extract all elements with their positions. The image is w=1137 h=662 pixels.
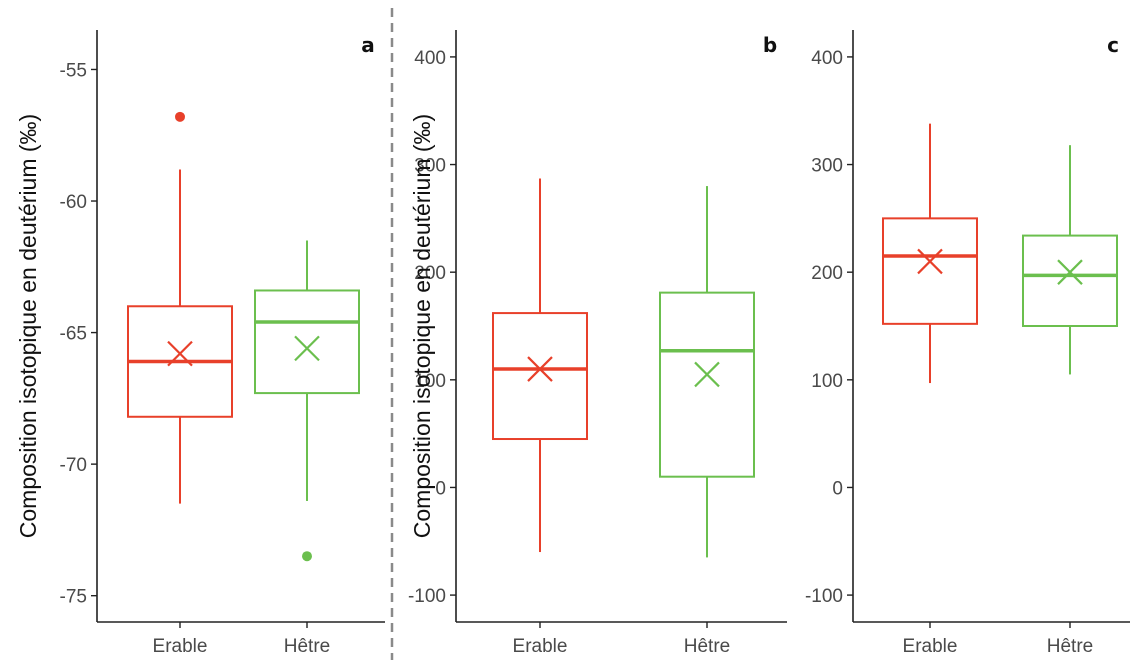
panel-letter: c	[1107, 33, 1119, 57]
box-hetre	[254, 240, 360, 562]
box-iqr	[492, 312, 588, 441]
box-hetre	[659, 186, 755, 558]
panel-c: -100 0 100 200 300 400 Erable Hêtre c	[805, 30, 1130, 657]
outlier-point	[302, 551, 312, 562]
y-axis-title: Composition isotopique en deutérium (‰)	[409, 114, 435, 538]
y-tick-label: -65	[60, 324, 87, 345]
y-tick-label: 300	[811, 156, 843, 177]
box-erable	[492, 178, 588, 553]
panel-letter: a	[361, 33, 375, 57]
x-tick-label: Hêtre	[684, 636, 730, 657]
x-tick-label: Hêtre	[1047, 636, 1093, 657]
panel-a: -75 -70 -65 -60 -55 Erable Hêtre Composition is…	[15, 30, 385, 657]
outlier-point	[175, 111, 185, 122]
y-tick-label: 400	[811, 48, 843, 69]
x-tick-label: Erable	[903, 636, 958, 657]
y-tick-label: -100	[408, 586, 446, 607]
mean-marker	[294, 335, 320, 362]
mean-marker	[694, 361, 720, 388]
mean-marker	[917, 248, 943, 275]
y-tick-label: 0	[832, 478, 843, 499]
y-tick-label: 200	[414, 263, 446, 284]
box-iqr	[659, 291, 755, 478]
y-tick-label: 300	[414, 156, 446, 177]
box-iqr	[254, 289, 360, 395]
y-tick-label: -55	[60, 60, 87, 81]
box-erable	[882, 123, 978, 384]
panel-b: -100 0 100 200 300 400 Erable Hêtre Composition …	[408, 30, 787, 657]
box-iqr	[882, 217, 978, 325]
y-tick-label: -100	[805, 586, 843, 607]
y-tick-label: 100	[414, 371, 446, 392]
y-tick-label: 200	[811, 263, 843, 284]
box-hetre	[1022, 145, 1118, 375]
y-tick-label: 0	[435, 478, 446, 499]
panel-letter: b	[763, 33, 777, 57]
x-tick-label: Erable	[153, 636, 208, 657]
y-tick-label: -70	[60, 455, 87, 476]
mean-marker	[1057, 259, 1083, 285]
y-tick-label: -60	[60, 192, 87, 213]
mean-marker	[527, 356, 553, 382]
mean-marker	[167, 340, 193, 367]
y-axis-title: Composition isotopique en deutérium (‰)	[15, 114, 41, 538]
box-erable	[127, 111, 233, 504]
x-tick-label: Erable	[513, 636, 568, 657]
box-iqr	[1022, 234, 1118, 327]
y-tick-label: -75	[60, 587, 87, 608]
x-tick-label: Hêtre	[284, 636, 330, 657]
y-tick-label: 100	[811, 371, 843, 392]
y-tick-label: 400	[414, 48, 446, 69]
